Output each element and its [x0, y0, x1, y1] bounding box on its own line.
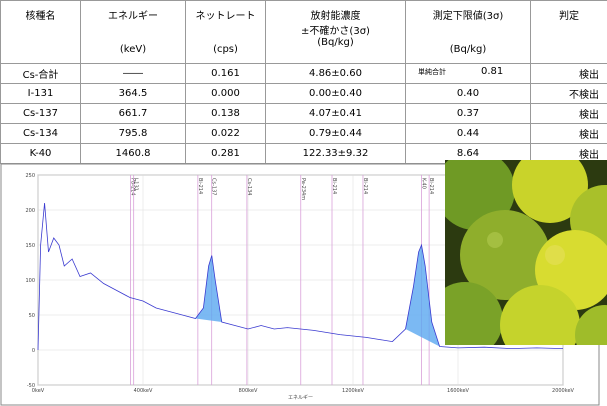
data-row: Cs-137 661.7 0.138 4.07±0.41 0.37 検出	[0, 103, 607, 124]
header-cell: 核種名	[0, 0, 81, 64]
cell: 4.86±0.60	[265, 63, 406, 84]
cell: 4.07±0.41	[265, 103, 406, 124]
cell: 364.5	[80, 83, 186, 104]
cell: 0.00±0.40	[265, 83, 406, 104]
y-tick-label: 200	[25, 208, 35, 214]
photo	[445, 160, 607, 345]
marker-label: Pb-214	[129, 178, 135, 196]
y-tick-label: 0	[32, 348, 35, 354]
cell: 661.7	[80, 103, 186, 124]
header-text: エネルギー	[108, 11, 158, 22]
data-row: K-40 1460.8 0.281 122.33±9.32 8.64 検出	[0, 143, 607, 164]
x-tick-label: 1200keV	[342, 388, 365, 394]
cell: 不検出	[530, 83, 607, 104]
cell: 検出	[530, 103, 607, 124]
marker-label: Bi-214	[362, 178, 368, 194]
data-row: Cs-合計 ―― 0.161 4.86±0.60 単純合計 0.81 検出	[0, 63, 607, 84]
result-table: 核種名 エネルギー (keV) ネットレート (cps) 放射能濃度 ±不確かさ(3σ) (B…	[0, 0, 607, 164]
x-tick-label: 2000keV	[552, 388, 575, 394]
header-text: (Bq/kg)	[449, 44, 487, 55]
cell: 0.022	[185, 123, 266, 144]
x-tick-label: 1600keV	[447, 388, 470, 394]
marker-label: I-131	[133, 178, 139, 191]
cell: ――	[80, 63, 186, 84]
cell: K-40	[0, 143, 81, 164]
header-text: 測定下限値(3σ)	[432, 11, 504, 22]
x-tick-label: 400keV	[134, 388, 153, 394]
cell: 検出	[530, 123, 607, 144]
header-text: 核種名	[25, 11, 56, 22]
cell: 0.161	[185, 63, 266, 84]
header-text: 判定	[559, 11, 579, 22]
header-cell: エネルギー (keV)	[80, 0, 186, 64]
marker-label: Bi-214	[331, 178, 337, 194]
cell: 0.000	[185, 83, 266, 104]
cell: 0.40	[405, 83, 531, 104]
cell: 単純合計 0.81	[405, 63, 531, 84]
header-text: (keV)	[119, 44, 147, 55]
cell: 0.79±0.44	[265, 123, 406, 144]
cell: Cs-137	[0, 103, 81, 124]
y-tick-label: -50	[27, 383, 35, 389]
header-text: ±不確かさ(3σ)	[301, 26, 370, 37]
marker-label: Cs-134	[246, 178, 252, 195]
x-tick-label: 0keV	[32, 388, 45, 394]
marker-label: Bi-214	[197, 178, 203, 194]
spectrum-line	[37, 202, 564, 351]
cell: 0.281	[185, 143, 266, 164]
y-tick-label: 250	[25, 173, 35, 179]
cell: I-131	[0, 83, 81, 104]
header-cell: 放射能濃度 ±不確かさ(3σ) (Bq/kg)	[265, 0, 406, 64]
y-tick-label: 150	[25, 243, 35, 249]
cell: 検出	[530, 63, 607, 84]
header-row: 核種名 エネルギー (keV) ネットレート (cps) 放射能濃度 ±不確かさ(3σ) (B…	[0, 0, 607, 64]
marker-label: Bi-214	[428, 178, 434, 194]
peak-area	[405, 245, 440, 347]
y-tick-label: 100	[25, 278, 35, 284]
note: 単純合計	[418, 68, 446, 76]
x-tick-label: 800keV	[239, 388, 258, 394]
cell: Cs-134	[0, 123, 81, 144]
data-row: I-131 364.5 0.000 0.00±0.40 0.40 不検出	[0, 83, 607, 104]
data-row: Cs-134 795.8 0.022 0.79±0.44 0.44 検出	[0, 123, 607, 144]
marker-label: Pa-234m	[300, 178, 306, 200]
cell: 795.8	[80, 123, 186, 144]
marker-label: Cs-137	[211, 178, 217, 195]
header-text: (cps)	[213, 44, 238, 55]
header-cell: ネットレート (cps)	[185, 0, 266, 64]
cell: 0.37	[405, 103, 531, 124]
y-tick-label: 50	[29, 313, 35, 319]
peak-area	[195, 255, 222, 322]
spectrum-chart: -50 0 50 100 150 200 250 0keV 400keV 800keV 1200ke…	[0, 163, 600, 406]
cell: 0.138	[185, 103, 266, 124]
header-cell: 測定下限値(3σ) (Bq/kg)	[405, 0, 531, 64]
cell: 122.33±9.32	[265, 143, 406, 164]
cell: 0.44	[405, 123, 531, 144]
header-text: ネットレート	[195, 11, 256, 22]
cell: 1460.8	[80, 143, 186, 164]
marker-label: K-40	[420, 178, 426, 189]
header-text: 放射能濃度	[310, 11, 361, 22]
x-axis-title: エネルギー	[288, 395, 313, 401]
cell-value: 0.81	[481, 66, 504, 77]
cell: Cs-合計	[0, 63, 81, 84]
header-text: (Bq/kg)	[317, 37, 354, 48]
header-cell: 判定	[530, 0, 607, 64]
